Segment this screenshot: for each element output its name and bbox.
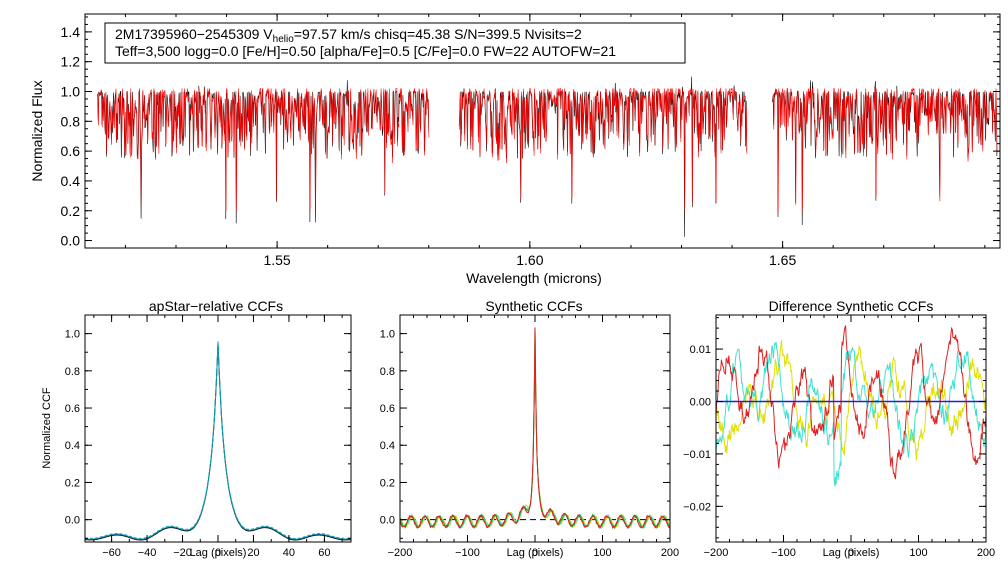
y-tick-label: 0.0 xyxy=(65,515,80,527)
ccf-diff-title: Difference Synthetic CCFs xyxy=(769,298,934,314)
x-tick-label: 200 xyxy=(977,547,995,559)
y-tick-label: 0.4 xyxy=(380,440,395,452)
x-tick-label: 1.60 xyxy=(516,252,543,268)
x-tick-label: −40 xyxy=(138,547,157,559)
y-tick-label: 0.0 xyxy=(380,515,395,527)
spectrum-model-line xyxy=(97,87,998,211)
y-tick-label: −0.01 xyxy=(683,449,711,461)
ccf-diff-panel: Difference Synthetic CCFs −200 −100 0 100 20… xyxy=(683,298,995,559)
x-tick-label: 0 xyxy=(848,547,854,559)
ccf-synth-x-label: Lag (pixels) xyxy=(507,547,564,559)
x-tick-label: −20 xyxy=(173,547,192,559)
x-tick-label: 0 xyxy=(532,547,538,559)
info-line-1-post: =97.57 km/s chisq=45.38 S/N=399.5 Nvisit… xyxy=(294,26,582,42)
x-tick-label: −200 xyxy=(704,547,729,559)
x-tick-label: 100 xyxy=(909,547,927,559)
y-tick-label: −0.02 xyxy=(683,501,711,513)
spectrum-x-ticks: 1.55 1.60 1.65 xyxy=(124,14,986,268)
ccf-apstar-line-3 xyxy=(84,341,352,539)
y-tick-label: 0.4 xyxy=(65,440,80,452)
ccf-diff-lines xyxy=(715,325,987,487)
spectrum-panel: 1.55 1.60 1.65 0.0 0.2 0.4 0.6 0.8 1.0 1.2 1.4 Wa… xyxy=(29,13,1001,286)
info-box-frame xyxy=(104,22,686,64)
spectrum-frame xyxy=(84,13,1001,249)
x-tick-label: 20 xyxy=(247,547,259,559)
ccf-diff-frame xyxy=(715,314,987,543)
ccf-synth-title: Synthetic CCFs xyxy=(485,298,582,314)
spectrum-y-ticks: 0.0 0.2 0.4 0.6 0.8 1.0 1.2 1.4 xyxy=(61,16,1000,249)
ccf-apstar-line-2 xyxy=(84,342,352,540)
y-tick-label: 0.0 xyxy=(61,233,81,249)
ccf-diff-line-1 xyxy=(715,340,987,461)
y-tick-label: 0.8 xyxy=(380,366,395,378)
ccf-apstar-y-label: Normalized CCF xyxy=(41,387,53,469)
ccf-apstar-lines xyxy=(84,341,352,541)
x-tick-label: 60 xyxy=(318,547,330,559)
ccf-apstar-y-ticks: 0.0 0.2 0.4 0.6 0.8 1.0 xyxy=(65,314,351,539)
info-line-1: 2M17395960−2545309 Vhelio=97.57 km/s chi… xyxy=(115,26,582,45)
y-tick-label: 1.2 xyxy=(61,54,81,70)
ccf-apstar-x-label: Lag (pixels) xyxy=(190,547,247,559)
ccf-diff-line-2 xyxy=(715,341,987,487)
ccf-apstar-title: apStar−relative CCFs xyxy=(149,298,283,314)
info-line-2: Teff=3,500 logg=0.0 [Fe/H]=0.50 [alpha/F… xyxy=(115,43,616,59)
y-tick-label: 0.6 xyxy=(65,403,80,415)
y-tick-label: 0.6 xyxy=(380,403,395,415)
y-tick-label: 1.0 xyxy=(380,329,395,341)
y-tick-label: 0.01 xyxy=(690,344,711,356)
y-tick-label: 0.2 xyxy=(380,477,395,489)
y-tick-label: 0.2 xyxy=(65,477,80,489)
ccf-apstar-x-ticks: −60 −40 −20 0 20 40 60 xyxy=(93,315,343,559)
spectrum-lines xyxy=(97,76,998,237)
x-tick-label: −100 xyxy=(455,547,480,559)
y-tick-label: 1.0 xyxy=(65,329,80,341)
ccf-apstar-panel: apStar−relative CCFs −60 −40 −20 0 20 40 60 0.… xyxy=(41,298,352,559)
ccf-diff-x-ticks: −200 −100 0 100 200 xyxy=(704,315,995,559)
spectrum-x-label: Wavelength (microns) xyxy=(466,270,602,286)
y-tick-label: 0.8 xyxy=(61,113,81,129)
x-tick-label: 1.65 xyxy=(769,252,796,268)
x-tick-label: 0 xyxy=(215,547,221,559)
ccf-diff-line-3 xyxy=(715,325,987,480)
ccf-diff-x-label: Lag (pixels) xyxy=(823,547,880,559)
y-tick-label: 0.2 xyxy=(61,203,81,219)
y-tick-label: 0.6 xyxy=(61,143,81,159)
x-tick-label: 200 xyxy=(661,547,679,559)
ccf-apstar-line-1 xyxy=(84,342,352,541)
x-tick-label: −60 xyxy=(102,547,121,559)
y-tick-label: 0.4 xyxy=(61,173,81,189)
spectrum-y-label: Normalized Flux xyxy=(29,80,45,181)
y-tick-label: 1.0 xyxy=(61,84,81,100)
info-line-1-pre: 2M17395960−2545309 V xyxy=(115,26,273,42)
ccf-synth-y-ticks: 0.0 0.2 0.4 0.6 0.8 1.0 xyxy=(380,314,670,539)
info-line-1-sub: helio xyxy=(273,34,295,45)
x-tick-label: −200 xyxy=(388,547,413,559)
ccf-synth-line-4 xyxy=(399,327,671,529)
ccf-synth-panel: Synthetic CCFs −200 −100 0 100 200 0.0 0.2 0.4… xyxy=(380,298,679,559)
x-tick-label: 100 xyxy=(593,547,611,559)
ccf-synth-x-ticks: −200 −100 0 100 200 xyxy=(388,315,679,559)
x-tick-label: −100 xyxy=(771,547,796,559)
y-tick-label: 1.4 xyxy=(61,24,81,40)
y-tick-label: 0.8 xyxy=(65,366,80,378)
x-tick-label: 1.55 xyxy=(263,252,290,268)
spectrum-info-box: 2M17395960−2545309 Vhelio=97.57 km/s chi… xyxy=(104,22,686,64)
x-tick-label: 40 xyxy=(283,547,295,559)
y-tick-label: 0.00 xyxy=(690,396,711,408)
ccf-synth-lines xyxy=(399,327,671,530)
ccf-diff-y-ticks: −0.02 −0.01 0.00 0.01 xyxy=(683,317,986,539)
